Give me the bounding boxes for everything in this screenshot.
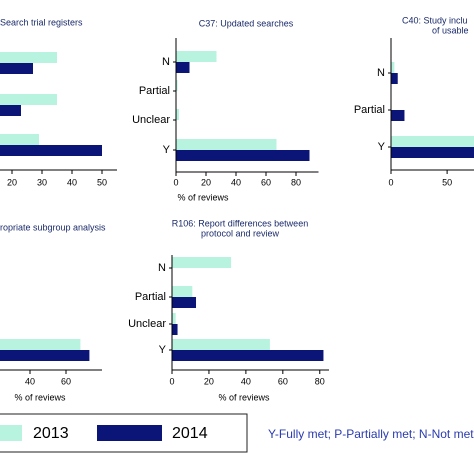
chart-title: protocol and review (201, 228, 280, 238)
x-axis-label: % of reviews (218, 392, 270, 402)
bar (0, 52, 57, 63)
category-label: Unclear (132, 114, 170, 126)
legend-box (0, 413, 248, 453)
x-axis-label: % of reviews (14, 392, 66, 402)
bar (172, 286, 193, 297)
category-label: N (162, 56, 170, 68)
bar (176, 150, 310, 161)
chart-title: C37: Updated searches (199, 18, 294, 28)
bar (172, 339, 270, 350)
x-tick-label: 50 (97, 177, 107, 187)
bar (391, 62, 395, 73)
bar (0, 350, 90, 361)
category-label: Partial (135, 291, 166, 303)
x-tick-label: 80 (291, 177, 301, 187)
bar (176, 51, 217, 62)
category-label: Y (159, 344, 167, 356)
x-tick-label: 0 (173, 177, 178, 187)
category-label: Partial (139, 85, 170, 97)
bar (172, 313, 176, 324)
chart-title: Search trial registers (0, 17, 83, 27)
x-tick-label: 20 (204, 376, 214, 386)
bar (391, 73, 398, 84)
x-tick-label: 40 (231, 177, 241, 187)
bar (172, 297, 197, 308)
chart-title: C40: Study inclu (402, 15, 468, 25)
chart-title: R106: Report differences between (172, 218, 308, 228)
category-label: Y (378, 141, 386, 153)
bar (0, 339, 81, 350)
x-tick-label: 0 (169, 376, 174, 386)
x-tick-label: 30 (37, 177, 47, 187)
category-label: Y (163, 144, 171, 156)
x-tick-label: 60 (278, 376, 288, 386)
category-label: N (158, 262, 166, 274)
bar (176, 80, 178, 91)
x-tick-label: 50 (442, 177, 452, 187)
footnote: Y-Fully met; P-Partially met; N-Not met; (268, 427, 474, 441)
bar (0, 105, 21, 116)
bar (0, 94, 57, 105)
bar (0, 145, 102, 156)
legend-swatch (0, 425, 22, 441)
legend-label: 2013 (33, 425, 69, 442)
category-label: N (377, 67, 385, 79)
bar (391, 147, 474, 158)
chart-title: of usable (432, 25, 469, 35)
x-tick-label: 40 (241, 376, 251, 386)
x-tick-label: 0 (388, 177, 393, 187)
category-label: Unclear (128, 318, 166, 330)
x-tick-label: 40 (25, 376, 35, 386)
bar (176, 62, 190, 73)
bar (391, 110, 405, 121)
legend-label: 2014 (172, 425, 208, 442)
bar (172, 257, 232, 268)
x-tick-label: 60 (261, 177, 271, 187)
bar (0, 134, 39, 145)
bar (176, 109, 179, 120)
bar (176, 139, 277, 150)
bar (391, 136, 474, 147)
category-label: Partial (354, 104, 385, 116)
x-axis-label: % of reviews (177, 192, 229, 202)
bar (172, 350, 324, 361)
chart-title: ropriate subgroup analysis (0, 222, 106, 232)
x-tick-label: 20 (7, 177, 17, 187)
x-tick-label: 80 (315, 376, 325, 386)
bar (172, 324, 178, 335)
x-tick-label: 20 (201, 177, 211, 187)
legend-swatch (97, 425, 162, 441)
x-tick-label: 40 (67, 177, 77, 187)
x-tick-label: 60 (61, 376, 71, 386)
bar (0, 63, 33, 74)
